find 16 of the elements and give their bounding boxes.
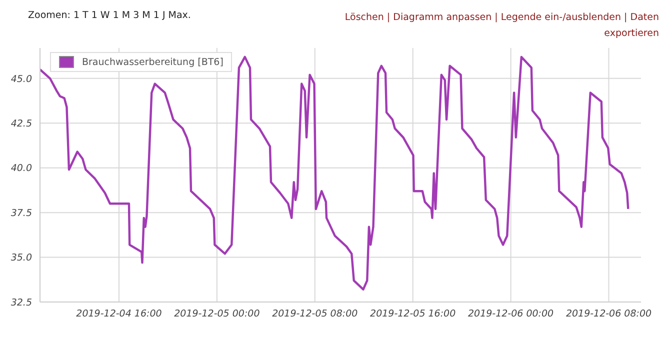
x-tick-label: 2019-12-05 16:00 bbox=[370, 308, 456, 320]
x-tick-label: 2019-12-05 00:00 bbox=[174, 308, 260, 320]
x-tick-label: 2019-12-04 16:00 bbox=[76, 308, 162, 320]
text: Löschen | Diagramm anpassen | Legende ein-/ausblenden | Daten exportieren bbox=[344, 11, 659, 41]
y-tick-label: 45.0 bbox=[10, 74, 32, 85]
y-tick-label: 40.0 bbox=[10, 163, 32, 174]
x-tick-label: 2019-12-05 08:00 bbox=[272, 308, 358, 320]
y-tick-label: 37.5 bbox=[10, 208, 32, 219]
line-series bbox=[40, 56, 630, 291]
y-tick-label: 32.5 bbox=[10, 297, 32, 308]
x-tick-label: 2019-12-06 08:00 bbox=[566, 308, 652, 320]
x-tick-label: 2019-12-06 00:00 bbox=[468, 308, 554, 320]
legend-label: Brauchwasserbereitung [BT6] bbox=[82, 56, 224, 68]
text: Zoomen: 1 T 1 W 1 M 3 M 1 J Max. bbox=[28, 10, 191, 21]
y-tick-label: 42.5 bbox=[10, 118, 32, 130]
y-tick-label: 35.0 bbox=[10, 252, 32, 264]
